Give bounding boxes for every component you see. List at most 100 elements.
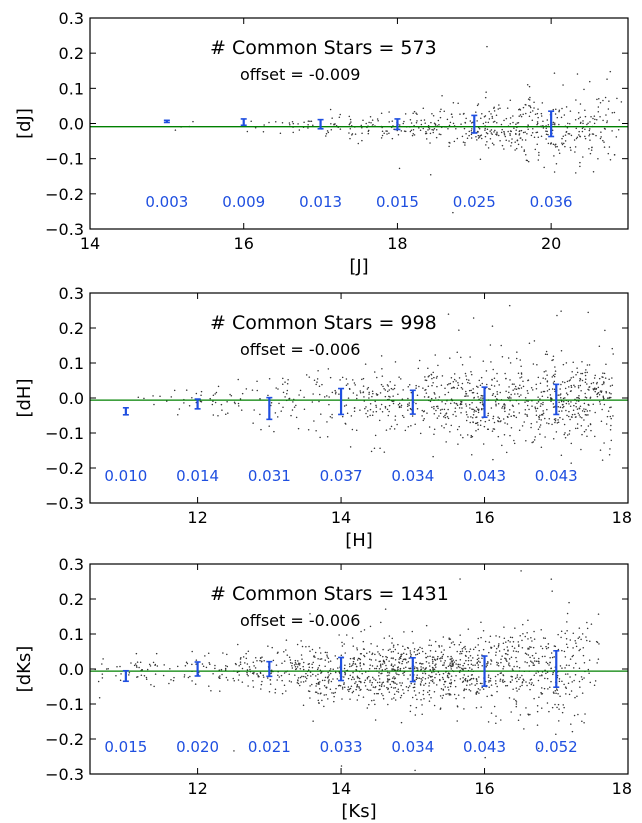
scatter-point [592, 382, 595, 384]
scatter-point [585, 636, 587, 638]
scatter-point [369, 679, 371, 682]
scatter-point [487, 721, 490, 723]
scatter-point [416, 120, 418, 122]
scatter-point [376, 692, 378, 695]
scatter-point [581, 720, 583, 722]
scatter-point [527, 648, 529, 650]
scatter-point [291, 667, 294, 669]
scatter-point [486, 664, 488, 666]
scatter-point [344, 652, 346, 654]
scatter-point [252, 661, 255, 664]
scatter-point [562, 418, 564, 420]
scatter-point [363, 655, 366, 658]
scatter-point [514, 627, 516, 629]
scatter-point [585, 369, 587, 371]
scatter-point [470, 129, 473, 132]
scatter-point [463, 662, 466, 665]
scatter-point [434, 650, 437, 652]
scatter-point [538, 747, 540, 750]
scatter-point [428, 644, 430, 646]
scatter-point [500, 661, 502, 664]
scatter-point [603, 127, 606, 130]
x-tick-label: 12 [187, 779, 207, 798]
scatter-point [554, 703, 556, 706]
scatter-point [394, 419, 396, 421]
scatter-point [549, 394, 552, 396]
scatter-point [470, 370, 472, 373]
scatter-point [575, 374, 577, 376]
scatter-point [434, 393, 436, 395]
scatter-point [298, 664, 301, 666]
scatter-point [448, 682, 451, 684]
scatter-point [521, 646, 524, 649]
scatter-point [462, 436, 464, 439]
scatter-point [471, 408, 473, 410]
scatter-point [485, 121, 487, 123]
scatter-point [511, 636, 514, 639]
scatter-point [485, 131, 488, 134]
scatter-point [580, 389, 582, 392]
scatter-point [422, 667, 424, 669]
scatter-point [393, 676, 395, 678]
scatter-point [535, 672, 537, 674]
scatter-point [327, 131, 330, 134]
scatter-point [329, 416, 332, 418]
scatter-point [461, 407, 463, 409]
scatter-point [502, 681, 504, 683]
scatter-point [478, 692, 480, 694]
scatter-point [283, 684, 286, 687]
scatter-point [296, 666, 299, 668]
scatter-point [396, 690, 398, 693]
scatter-point [128, 674, 130, 676]
scatter-point [440, 651, 443, 653]
scatter-point [418, 127, 420, 129]
scatter-point [509, 132, 511, 135]
scatter-point [555, 143, 557, 146]
scatter-point [219, 675, 221, 677]
scatter-point [558, 720, 560, 722]
scatter-point [517, 651, 519, 653]
scatter-point [488, 118, 491, 120]
scatter-point [488, 686, 490, 689]
scatter-point [499, 107, 501, 110]
scatter-point [573, 384, 575, 387]
scatter-point [607, 152, 610, 155]
scatter-point [478, 408, 480, 411]
scatter-point [447, 127, 449, 130]
scatter-point [610, 396, 612, 399]
scatter-point [503, 434, 506, 436]
scatter-point [610, 393, 612, 395]
scatter-point [397, 393, 399, 396]
scatter-point [582, 156, 584, 158]
scatter-point [518, 395, 520, 398]
scatter-point [571, 681, 573, 683]
scatter-point [589, 121, 591, 123]
scatter-point [474, 646, 477, 648]
scatter-point [200, 394, 202, 396]
scatter-point [405, 666, 407, 669]
scatter-point [465, 378, 468, 381]
scatter-point [402, 389, 404, 391]
scatter-point [597, 386, 600, 389]
scatter-point [422, 689, 425, 692]
scatter-point [352, 676, 354, 679]
scatter-point [576, 695, 578, 697]
scatter-point [326, 656, 329, 658]
scatter-point [374, 371, 376, 373]
scatter-point [499, 680, 501, 682]
scatter-point [478, 128, 481, 130]
scatter-point [331, 416, 333, 419]
scatter-point [531, 654, 534, 657]
scatter-point [575, 405, 577, 408]
scatter-point [486, 128, 489, 131]
scatter-point [403, 631, 405, 633]
scatter-point [524, 408, 527, 411]
scatter-point [549, 657, 551, 659]
scatter-point [531, 640, 533, 642]
scatter-point [536, 131, 539, 133]
scatter-point [367, 410, 369, 412]
scatter-point [559, 695, 561, 698]
scatter-point [315, 675, 317, 677]
scatter-point [539, 405, 542, 407]
scatter-point [561, 649, 563, 652]
